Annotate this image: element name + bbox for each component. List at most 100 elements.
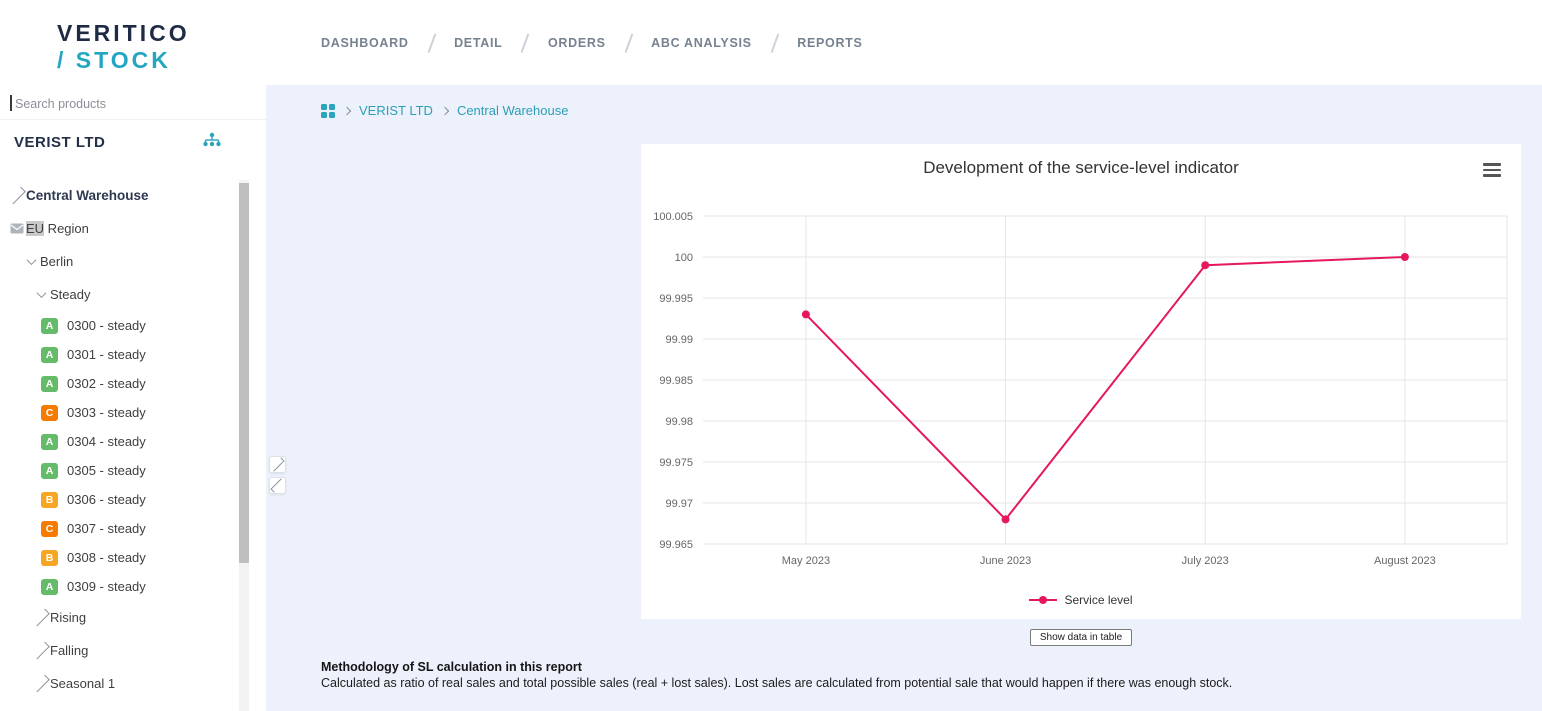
breadcrumb-items: VERIST LTD Central Warehouse	[342, 103, 569, 118]
svg-text:99.97: 99.97	[665, 498, 693, 510]
tree-item-0307-steady[interactable]: C 0307 - steady	[0, 514, 244, 543]
chart-title: Development of the service-level indicat…	[923, 158, 1239, 177]
topnav-item-detail[interactable]: DETAIL	[454, 35, 503, 50]
tree-item-label: 0308 - steady	[67, 550, 146, 565]
abc-badge-a: A	[41, 462, 58, 479]
tree-item-seasonal-1[interactable]: Seasonal 1	[0, 667, 244, 700]
collapse-panel-button[interactable]	[269, 477, 286, 494]
abc-badge-a: A	[41, 375, 58, 392]
legend-label: Service level	[1064, 593, 1133, 607]
tree-item-label: 0300 - steady	[67, 318, 146, 333]
chevron-down-icon[interactable]	[22, 255, 40, 269]
grid-icon[interactable]	[321, 103, 335, 118]
chevron-right-icon[interactable]	[32, 641, 50, 660]
chevron-left-icon	[270, 478, 285, 493]
legend-marker-icon	[1029, 596, 1058, 604]
scrollbar-thumb[interactable]	[239, 183, 249, 563]
tree-item-0309-steady[interactable]: A 0309 - steady	[0, 572, 244, 601]
chevron-right-icon	[440, 106, 450, 115]
chart-legend[interactable]: Service level	[641, 589, 1521, 611]
tree-item-0305-steady[interactable]: A 0305 - steady	[0, 456, 244, 485]
client-row: VERIST LTD	[0, 120, 266, 165]
search-input[interactable]	[0, 88, 266, 119]
svg-text:100.005: 100.005	[653, 211, 693, 223]
svg-text:99.965: 99.965	[659, 539, 693, 551]
svg-text:99.995: 99.995	[659, 293, 693, 305]
tree-item-label: 0303 - steady	[67, 405, 146, 420]
methodology: Methodology of SL calculation in this re…	[321, 660, 1521, 690]
tree-item-label: Seasonal 1	[50, 676, 116, 691]
tree-item-0308-steady[interactable]: B 0308 - steady	[0, 543, 244, 572]
chart-header: Development of the service-level indicat…	[641, 158, 1521, 188]
topnav: DASHBOARD DETAIL ORDERS ABC ANALYSIS REPORTS	[266, 0, 1542, 85]
tree-item-0300-steady[interactable]: A 0300 - steady	[0, 311, 244, 340]
svg-text:June 2023: June 2023	[980, 555, 1031, 567]
breadcrumb-link-central-warehouse[interactable]: Central Warehouse	[456, 103, 569, 118]
slash-separator	[427, 32, 436, 53]
topnav-item-dashboard[interactable]: DASHBOARD	[321, 35, 409, 50]
app-logo: VERITICO / STOCK	[0, 0, 266, 80]
panel-toggles	[269, 456, 286, 494]
chart-menu-icon[interactable]	[1483, 160, 1503, 180]
show-data-in-table-button[interactable]: Show data in table	[1029, 629, 1133, 646]
sidebar-scrollbar[interactable]	[239, 180, 249, 711]
tree-item-0306-steady[interactable]: B 0306 - steady	[0, 485, 244, 514]
chevron-right-icon[interactable]	[32, 674, 50, 693]
tree-item-0301-steady[interactable]: A 0301 - steady	[0, 340, 244, 369]
tree-item-rising[interactable]: Rising	[0, 601, 244, 634]
breadcrumb: VERIST LTD Central Warehouse	[321, 103, 1521, 118]
tree-item-0302-steady[interactable]: A 0302 - steady	[0, 369, 244, 398]
abc-badge-a: A	[41, 317, 58, 334]
tree-item-0304-steady[interactable]: A 0304 - steady	[0, 427, 244, 456]
tree-item-label: EU Region	[26, 221, 89, 236]
chevron-right-icon[interactable]	[8, 186, 26, 205]
tree-item-berlin[interactable]: Berlin	[0, 245, 244, 278]
tree-item-central-warehouse[interactable]: Central Warehouse	[0, 179, 244, 212]
tree-item-label: 0306 - steady	[67, 492, 146, 507]
logo-line-2: / STOCK	[57, 47, 171, 73]
abc-badge-b: B	[41, 549, 58, 566]
chevron-right-icon[interactable]	[32, 608, 50, 627]
svg-text:99.99: 99.99	[665, 334, 693, 346]
abc-badge-a: A	[41, 433, 58, 450]
mail-icon	[8, 223, 26, 234]
topnav-item-abc-analysis[interactable]: ABC ANALYSIS	[651, 35, 752, 50]
tree-item-label: 0307 - steady	[67, 521, 146, 536]
svg-text:99.985: 99.985	[659, 375, 693, 387]
tree-item-0303-steady[interactable]: C 0303 - steady	[0, 398, 244, 427]
tree-item-label: 0309 - steady	[67, 579, 146, 594]
chart-body: 99.965 99.97 99.975 99.98 99.985 99.99 99.995 1…	[641, 192, 1521, 589]
content: VERIST LTD Central Warehouse Development …	[266, 85, 1542, 711]
tree-item-falling[interactable]: Falling	[0, 634, 244, 667]
abc-badge-c: C	[41, 404, 58, 421]
methodology-body: Calculated as ratio of real sales and to…	[321, 676, 1233, 690]
table-button-row: Show data in table	[641, 627, 1521, 646]
tree-item-steady[interactable]: Steady	[0, 278, 244, 311]
tree-item-label: Falling	[50, 643, 89, 658]
tree-item-label: 0304 - steady	[67, 434, 146, 449]
tree-item-eu-region[interactable]: EU Region	[0, 212, 244, 245]
tree-item-label: 0305 - steady	[67, 463, 146, 478]
svg-text:August 2023: August 2023	[1374, 555, 1436, 567]
chevron-down-icon[interactable]	[32, 288, 50, 302]
topnav-item-orders[interactable]: ORDERS	[547, 35, 606, 50]
tree-item-label: 0301 - steady	[67, 347, 146, 362]
svg-text:May 2023: May 2023	[782, 555, 830, 567]
tree-item-label: Rising	[50, 610, 87, 625]
search-row	[0, 88, 266, 120]
text-cursor	[10, 95, 12, 111]
expand-panel-button[interactable]	[269, 456, 286, 473]
breadcrumb-link-verist-ltd[interactable]: VERIST LTD	[359, 103, 433, 118]
legend-dot	[1039, 596, 1048, 604]
topnav-item-reports[interactable]: REPORTS	[797, 35, 863, 50]
tree-item-label: 0302 - steady	[67, 376, 146, 391]
main-area: DASHBOARD DETAIL ORDERS ABC ANALYSIS REPORTS…	[266, 0, 1542, 711]
logo-line-1: VERITICO	[57, 20, 190, 46]
svg-text:100: 100	[675, 252, 693, 264]
hierarchy-icon[interactable]	[202, 132, 222, 153]
service-level-chart-card: Development of the service-level indicat…	[641, 144, 1521, 619]
tree-item-label: Central Warehouse	[26, 188, 149, 203]
sidebar: VERITICO / STOCK VERIST LTD	[0, 0, 266, 711]
tree-item-label: Berlin	[40, 254, 74, 269]
abc-badge-b: B	[41, 491, 58, 508]
